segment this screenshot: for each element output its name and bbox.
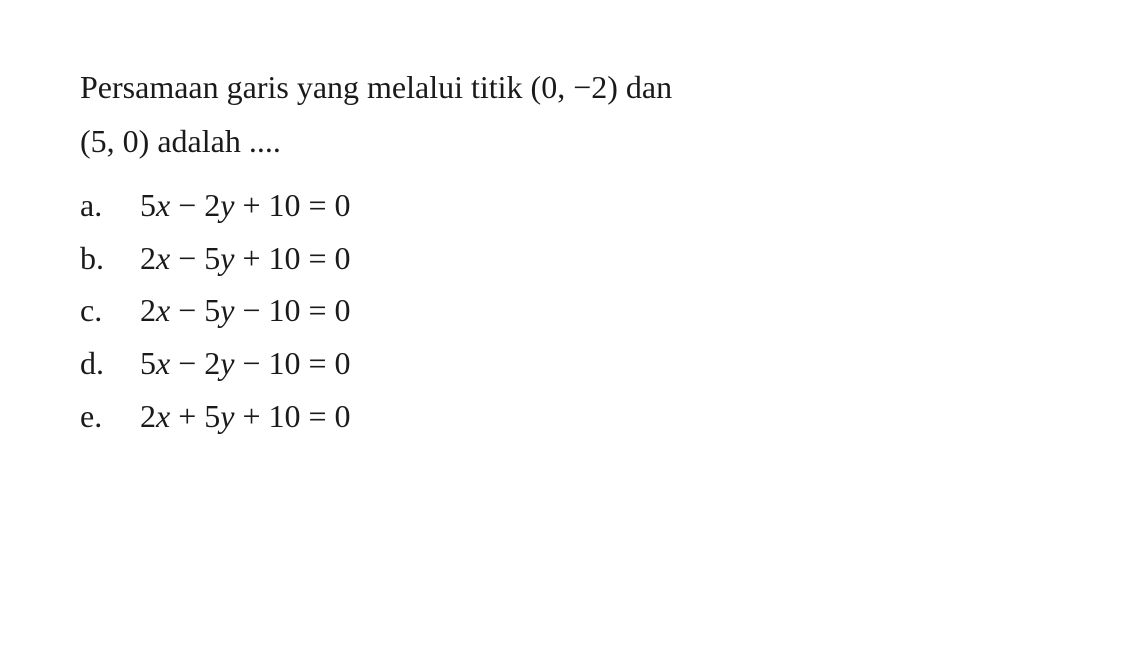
var-x: x <box>156 187 170 223</box>
option-d: d. 5x − 2y − 10 = 0 <box>80 337 1054 390</box>
var-y: y <box>220 292 234 328</box>
option-equation: 5x − 2y − 10 = 0 <box>140 337 351 390</box>
const: 10 <box>269 398 301 434</box>
eq: = 0 <box>301 240 351 276</box>
op1: − <box>170 292 204 328</box>
op2: − <box>234 292 268 328</box>
op2: + <box>234 187 268 223</box>
op2: + <box>234 398 268 434</box>
coef1: 5 <box>140 187 156 223</box>
var-y: y <box>220 240 234 276</box>
var-x: x <box>156 240 170 276</box>
option-letter: c. <box>80 284 140 337</box>
option-equation: 2x − 5y + 10 = 0 <box>140 232 351 285</box>
coef1: 2 <box>140 292 156 328</box>
option-a: a. 5x − 2y + 10 = 0 <box>80 179 1054 232</box>
question-line1-pre: Persamaan garis yang melalui titik (0, <box>80 69 573 105</box>
op1: − <box>170 240 204 276</box>
option-equation: 5x − 2y + 10 = 0 <box>140 179 351 232</box>
var-x: x <box>156 398 170 434</box>
var-x: x <box>156 292 170 328</box>
option-b: b. 2x − 5y + 10 = 0 <box>80 232 1054 285</box>
option-letter: a. <box>80 179 140 232</box>
coef2: 5 <box>204 292 220 328</box>
eq: = 0 <box>301 345 351 381</box>
option-equation: 2x − 5y − 10 = 0 <box>140 284 351 337</box>
coef2: 5 <box>204 398 220 434</box>
const: 10 <box>269 240 301 276</box>
const: 10 <box>269 187 301 223</box>
option-letter: d. <box>80 337 140 390</box>
coef2: 2 <box>204 187 220 223</box>
question-line2: (5, 0) adalah .... <box>80 123 281 159</box>
coef1: 5 <box>140 345 156 381</box>
option-letter: b. <box>80 232 140 285</box>
question-line1-post: ) dan <box>607 69 672 105</box>
coef1: 2 <box>140 240 156 276</box>
op1: − <box>170 187 204 223</box>
option-c: c. 2x − 5y − 10 = 0 <box>80 284 1054 337</box>
var-y: y <box>220 398 234 434</box>
var-x: x <box>156 345 170 381</box>
option-e: e. 2x + 5y + 10 = 0 <box>80 390 1054 443</box>
op2: + <box>234 240 268 276</box>
op2: − <box>234 345 268 381</box>
question-text: Persamaan garis yang melalui titik (0, −… <box>80 60 1054 169</box>
option-letter: e. <box>80 390 140 443</box>
op1: − <box>170 345 204 381</box>
const: 10 <box>269 292 301 328</box>
coef2: 5 <box>204 240 220 276</box>
question-line1-neg: −2 <box>573 69 607 105</box>
eq: = 0 <box>301 187 351 223</box>
options-list: a. 5x − 2y + 10 = 0 b. 2x − 5y + 10 = 0 … <box>80 179 1054 443</box>
eq: = 0 <box>301 398 351 434</box>
eq: = 0 <box>301 292 351 328</box>
op1: + <box>170 398 204 434</box>
option-equation: 2x + 5y + 10 = 0 <box>140 390 351 443</box>
var-y: y <box>220 187 234 223</box>
coef1: 2 <box>140 398 156 434</box>
coef2: 2 <box>204 345 220 381</box>
var-y: y <box>220 345 234 381</box>
const: 10 <box>269 345 301 381</box>
